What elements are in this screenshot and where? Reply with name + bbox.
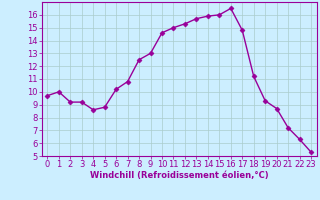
X-axis label: Windchill (Refroidissement éolien,°C): Windchill (Refroidissement éolien,°C) [90, 171, 268, 180]
